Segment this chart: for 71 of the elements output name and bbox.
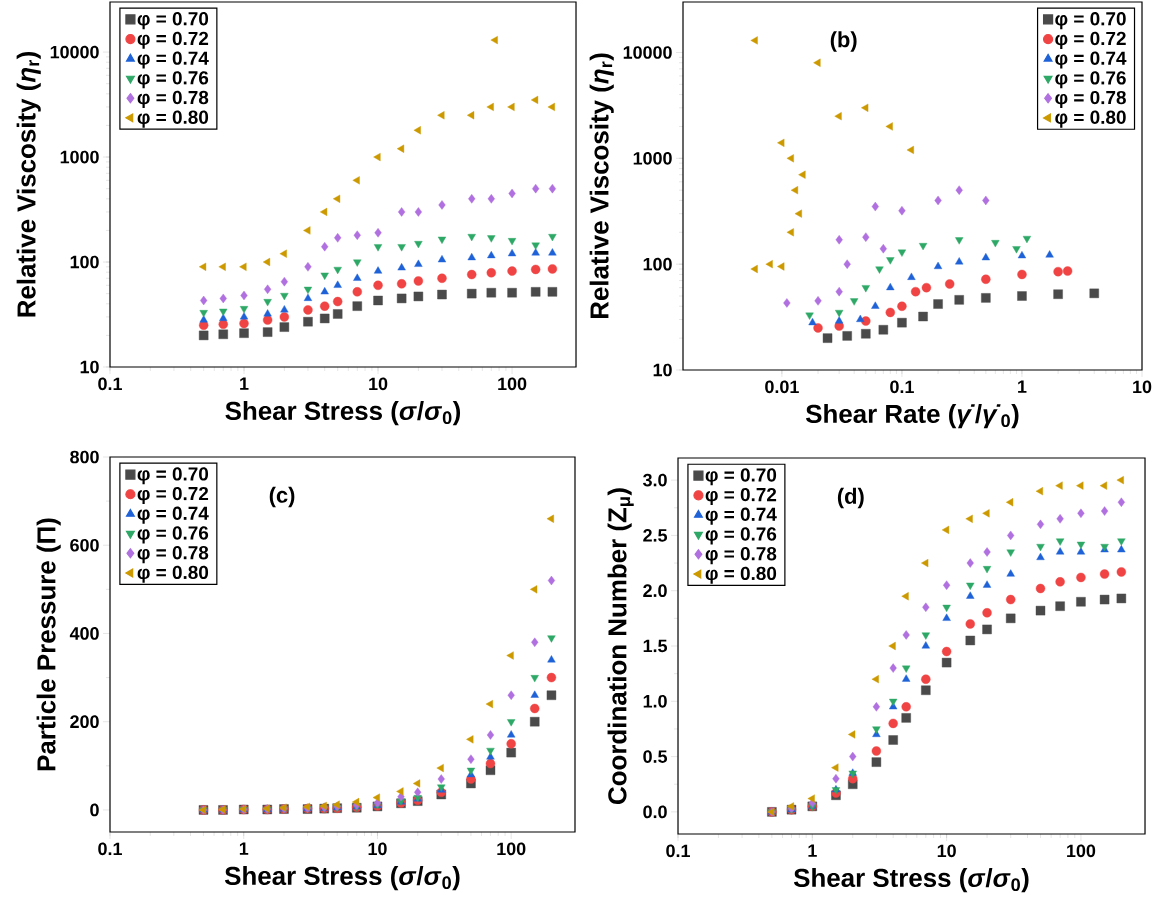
- x-tick-label: 10: [1133, 380, 1152, 394]
- annotation: (d): [837, 487, 864, 509]
- legend-label: φ = 0.78: [705, 547, 777, 565]
- legend-label: φ = 0.80: [705, 566, 777, 584]
- legend-label: φ = 0.74: [137, 506, 209, 524]
- legend-label: φ = 0.80: [137, 110, 209, 128]
- y-tick-label: 400: [69, 627, 99, 640]
- x-tick-label: 10: [937, 844, 956, 858]
- y-tick-label: 0.0: [643, 805, 667, 819]
- y-tick-label: 100: [643, 257, 672, 271]
- legend-label: φ = 0.70: [137, 467, 209, 485]
- y-tick-label: 0: [90, 803, 99, 817]
- x-tick-label: 1: [240, 377, 249, 390]
- y-tick-label: 3.0: [643, 473, 667, 487]
- annotation: (c): [269, 486, 295, 508]
- x-axis-title: Shear Stress (σ/σ$_{0}$): [224, 866, 460, 891]
- y-tick-label: 1.0: [643, 694, 667, 708]
- x-tick-label: 100: [498, 377, 527, 391]
- legend-label: φ = 0.74: [137, 51, 209, 69]
- x-axis-title: Shear Stress (σ/σ$_{0}$): [225, 401, 461, 426]
- legend-label: φ = 0.76: [137, 71, 209, 89]
- x-tick-label: 0.1: [98, 377, 122, 391]
- legend-label: φ = 0.76: [137, 526, 209, 544]
- x-tick-label: 100: [1067, 844, 1096, 858]
- legend-label: φ = 0.70: [137, 12, 209, 30]
- y-axis-title: Coordination Number (Z$_{μ}$): [607, 488, 634, 804]
- x-tick-label: 0.01: [765, 380, 799, 394]
- x-axis-title: Shear Rate (γ̇/γ̇$_{0}$): [805, 404, 1019, 429]
- x-tick-label: 0.1: [98, 842, 122, 856]
- legend-label: φ = 0.78: [137, 545, 209, 564]
- legend-label: φ = 0.76: [1055, 71, 1126, 89]
- x-axis-title: Shear Stress (σ/σ$_{0}$): [793, 868, 1029, 893]
- legend-label: φ = 0.72: [137, 486, 209, 505]
- y-axis-title: Particle Pressure (Π): [36, 518, 61, 771]
- x-tick-label: 0.1: [890, 380, 914, 394]
- y-tick-label: 0.5: [643, 750, 668, 763]
- legend-label: φ = 0.72: [1055, 31, 1126, 49]
- y-tick-label: 600: [70, 538, 99, 552]
- y-tick-label: 100: [70, 255, 99, 269]
- y-axis-title: Relative Viscosity (η$_{r}$): [589, 53, 614, 319]
- y-tick-label: 10: [653, 363, 672, 377]
- legend-label: φ = 0.80: [1055, 110, 1126, 128]
- legend-label: φ = 0.74: [1055, 51, 1127, 69]
- y-tick-label: 800: [70, 450, 99, 464]
- y-tick-label: 10000: [50, 45, 99, 59]
- x-tick-label: 1: [1018, 380, 1027, 393]
- legend-label: φ = 0.74: [705, 507, 777, 525]
- x-tick-label: 1: [239, 842, 249, 855]
- y-tick-label: 1000: [60, 150, 99, 164]
- legend-label: φ = 0.70: [1055, 12, 1126, 30]
- x-tick-label: 1: [808, 844, 817, 857]
- legend-label: φ = 0.78: [1055, 90, 1126, 109]
- legend-label: φ = 0.80: [137, 565, 209, 583]
- legend-label: φ = 0.76: [705, 527, 777, 545]
- legend-label: φ = 0.72: [705, 487, 777, 506]
- x-tick-label: 100: [497, 842, 526, 856]
- y-axis-title: Relative Viscosity (η$_{r}$): [16, 51, 41, 317]
- y-tick-label: 1000: [633, 151, 672, 165]
- x-tick-label: 10: [369, 377, 388, 391]
- x-tick-label: 0.1: [666, 844, 690, 858]
- y-tick-label: 10000: [623, 46, 672, 59]
- y-tick-label: 1.5: [643, 639, 668, 653]
- y-tick-label: 2.5: [643, 529, 668, 542]
- legend-label: φ = 0.70: [705, 468, 777, 486]
- annotation: (b): [830, 31, 857, 52]
- legend-label: φ = 0.78: [137, 90, 209, 108]
- y-tick-label: 2.0: [643, 584, 667, 598]
- x-tick-label: 10: [368, 842, 387, 856]
- legend-label: φ = 0.72: [137, 31, 209, 49]
- y-tick-label: 200: [70, 715, 99, 729]
- y-tick-label: 10: [80, 360, 99, 374]
